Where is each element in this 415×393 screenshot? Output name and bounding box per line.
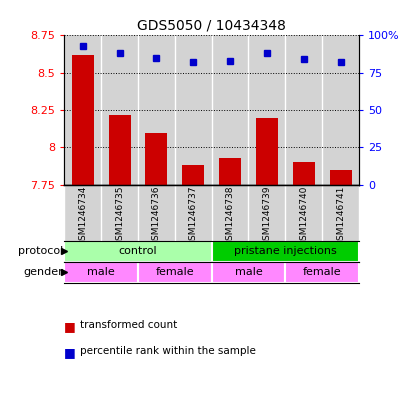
Bar bbox=[256, 118, 278, 185]
Text: GSM1246739: GSM1246739 bbox=[262, 186, 271, 246]
Bar bbox=[145, 132, 168, 185]
Text: ■: ■ bbox=[64, 346, 76, 359]
Text: ■: ■ bbox=[64, 320, 76, 333]
Bar bbox=[64, 262, 138, 283]
Text: GSM1246738: GSM1246738 bbox=[226, 186, 234, 246]
Text: GSM1246741: GSM1246741 bbox=[336, 186, 345, 246]
Text: GSM1246735: GSM1246735 bbox=[115, 186, 124, 246]
Bar bbox=[212, 241, 359, 262]
Text: female: female bbox=[303, 268, 342, 277]
Text: protocol: protocol bbox=[18, 246, 63, 256]
Bar bbox=[219, 158, 241, 185]
Title: GDS5050 / 10434348: GDS5050 / 10434348 bbox=[137, 19, 286, 33]
Bar bbox=[64, 241, 212, 262]
Text: transformed count: transformed count bbox=[80, 320, 177, 330]
Bar bbox=[72, 55, 94, 185]
Bar bbox=[212, 262, 286, 283]
Text: male: male bbox=[234, 268, 262, 277]
Bar bbox=[138, 262, 212, 283]
Bar bbox=[109, 115, 131, 185]
Text: GSM1246740: GSM1246740 bbox=[299, 186, 308, 246]
Text: GSM1246737: GSM1246737 bbox=[189, 186, 198, 246]
Text: percentile rank within the sample: percentile rank within the sample bbox=[80, 346, 256, 356]
Bar bbox=[286, 262, 359, 283]
Text: GSM1246734: GSM1246734 bbox=[78, 186, 87, 246]
Text: male: male bbox=[87, 268, 115, 277]
Bar bbox=[182, 165, 204, 185]
Bar bbox=[293, 162, 315, 185]
Bar bbox=[330, 170, 352, 185]
Text: pristane injections: pristane injections bbox=[234, 246, 337, 256]
Text: female: female bbox=[156, 268, 194, 277]
Text: control: control bbox=[119, 246, 157, 256]
Text: gender: gender bbox=[24, 268, 63, 277]
Text: GSM1246736: GSM1246736 bbox=[152, 186, 161, 246]
